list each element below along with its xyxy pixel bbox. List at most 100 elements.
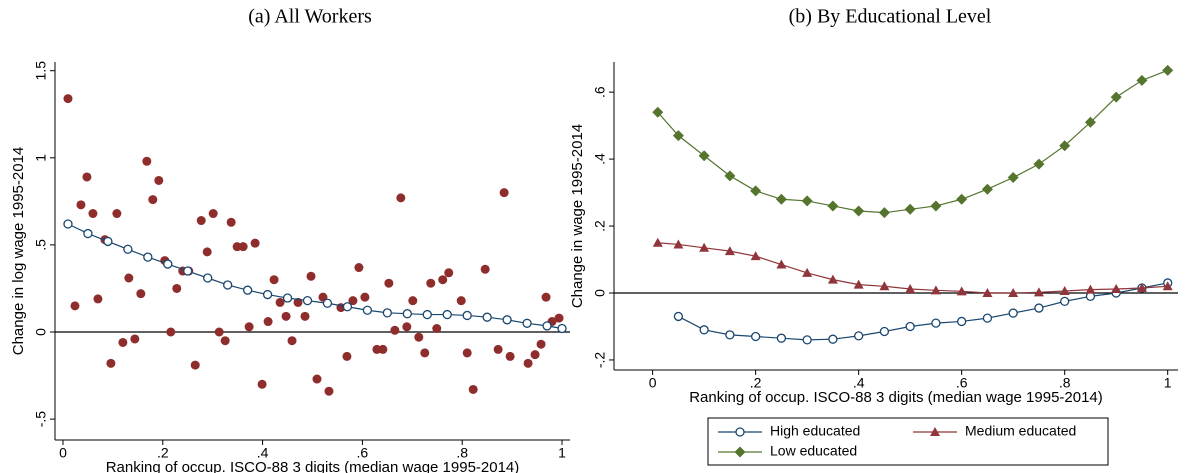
point bbox=[103, 236, 113, 247]
point bbox=[76, 200, 86, 210]
point bbox=[183, 266, 193, 276]
x-tick-label: .8 bbox=[456, 445, 468, 461]
point bbox=[63, 94, 73, 104]
point bbox=[148, 195, 158, 205]
point bbox=[750, 251, 761, 261]
point bbox=[118, 337, 128, 347]
x-tick-label: 1 bbox=[1164, 375, 1172, 391]
point bbox=[724, 170, 736, 182]
point bbox=[930, 200, 942, 212]
point bbox=[854, 331, 864, 341]
point bbox=[444, 268, 454, 278]
point bbox=[468, 384, 478, 394]
point bbox=[502, 315, 512, 325]
point bbox=[163, 259, 173, 269]
point bbox=[904, 203, 916, 215]
point bbox=[827, 200, 839, 212]
point bbox=[1111, 283, 1122, 293]
y-axis-title: Change in wage 1995-2014 bbox=[569, 124, 586, 308]
series-line bbox=[678, 282, 1168, 341]
point bbox=[879, 281, 890, 291]
point bbox=[287, 336, 297, 346]
legend-marker bbox=[930, 427, 940, 436]
point bbox=[931, 318, 941, 328]
point bbox=[1007, 172, 1019, 183]
point bbox=[302, 295, 313, 306]
chart-title: (b) By Educational Level bbox=[789, 6, 992, 28]
point bbox=[698, 150, 710, 162]
y-tick-label: 0 bbox=[33, 328, 49, 336]
x-tick-label: 0 bbox=[649, 375, 657, 391]
point bbox=[462, 348, 472, 358]
point bbox=[306, 271, 316, 281]
legend-label: Medium educated bbox=[965, 423, 1076, 439]
point bbox=[112, 209, 122, 219]
point bbox=[426, 278, 436, 288]
point bbox=[776, 333, 787, 343]
point bbox=[300, 311, 310, 321]
legend-marker bbox=[734, 446, 746, 458]
point bbox=[699, 325, 709, 335]
point bbox=[554, 313, 564, 323]
legend-label: High educated bbox=[770, 423, 860, 439]
point bbox=[1110, 91, 1122, 103]
point bbox=[480, 264, 490, 274]
point bbox=[402, 322, 412, 332]
point bbox=[154, 175, 164, 185]
point bbox=[981, 183, 993, 195]
point bbox=[214, 327, 224, 337]
point bbox=[750, 331, 761, 342]
point bbox=[1060, 296, 1070, 307]
point bbox=[70, 301, 80, 311]
point bbox=[776, 259, 787, 269]
point bbox=[673, 311, 684, 322]
point bbox=[263, 317, 273, 327]
chart-title: (a) All Workers bbox=[248, 6, 372, 28]
point bbox=[82, 172, 92, 182]
point bbox=[130, 334, 140, 344]
point bbox=[673, 239, 684, 249]
point bbox=[420, 348, 430, 358]
point bbox=[196, 216, 206, 226]
point bbox=[672, 130, 684, 142]
y-tick-label: .5 bbox=[33, 239, 49, 251]
point bbox=[432, 324, 442, 334]
point bbox=[542, 321, 552, 331]
point bbox=[226, 217, 236, 227]
point bbox=[414, 332, 424, 342]
point bbox=[342, 302, 353, 312]
point bbox=[456, 296, 466, 306]
point bbox=[312, 374, 322, 384]
point bbox=[462, 310, 472, 321]
point bbox=[438, 275, 448, 285]
point bbox=[322, 298, 333, 308]
point bbox=[408, 296, 418, 306]
point bbox=[124, 273, 134, 283]
point bbox=[88, 209, 98, 219]
y-tick-label: -.5 bbox=[33, 411, 49, 428]
x-tick-label: .4 bbox=[853, 375, 865, 391]
point bbox=[382, 308, 393, 318]
point bbox=[956, 193, 968, 205]
point bbox=[930, 285, 941, 295]
point bbox=[324, 386, 334, 396]
point bbox=[142, 156, 152, 166]
point bbox=[530, 350, 540, 360]
point bbox=[775, 193, 787, 205]
x-tick-label: .2 bbox=[157, 445, 169, 461]
point bbox=[1136, 74, 1148, 86]
point bbox=[499, 188, 509, 198]
point bbox=[244, 322, 254, 332]
point bbox=[853, 205, 865, 217]
point bbox=[223, 280, 233, 290]
point bbox=[1162, 64, 1174, 76]
point bbox=[190, 360, 200, 370]
point bbox=[522, 318, 532, 328]
point bbox=[166, 327, 176, 337]
point bbox=[1008, 308, 1018, 318]
point bbox=[220, 336, 230, 346]
x-tick-label: .4 bbox=[257, 445, 269, 461]
point bbox=[1084, 116, 1096, 128]
point bbox=[143, 252, 153, 262]
point bbox=[828, 334, 838, 344]
